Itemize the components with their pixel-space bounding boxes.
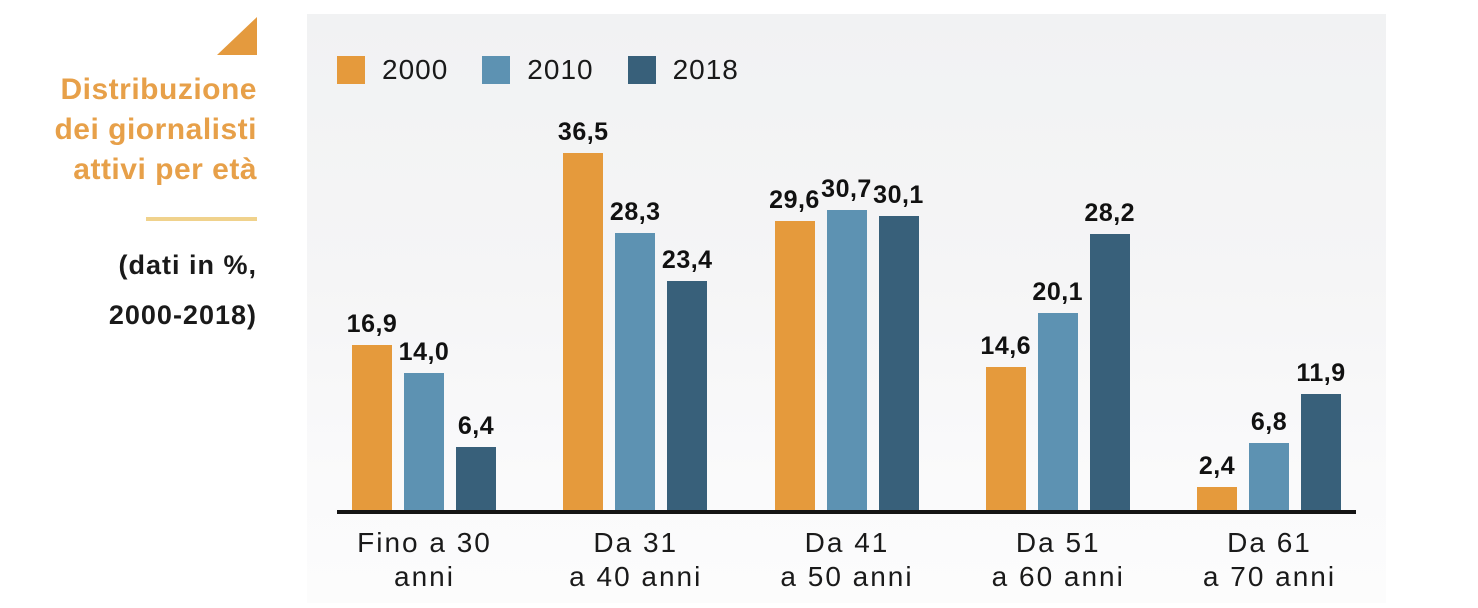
x-axis-label-line: Fino a 30 [357,527,492,558]
x-axis-label: Da 41 a 50 anni [775,526,920,594]
bar-2018: 30,1 [873,181,923,510]
x-axis-label-line: a 70 anni [1202,561,1337,592]
x-axis-label: Fino a 30 anni [352,526,497,594]
bar-2000: 2,4 [1197,452,1237,510]
legend-swatch-icon [627,56,656,84]
sidebar: Distribuzione dei giornalisti attivi per… [0,0,257,608]
bar-2018: 11,9 [1296,359,1345,510]
x-axis-line [337,510,1356,514]
legend: 2000 2010 2018 [337,54,739,86]
bar-value-label: 16,9 [346,310,398,338]
x-axis-label-line: a 40 anni [569,561,703,592]
chart-title-line: attivi per età [73,153,257,186]
bar-2018: 23,4 [662,246,712,510]
bar-groups: 16,9 14,0 6,4 36,5 28,3 23,4 29,6 30,7 30,1 14,6 2… [347,14,1345,510]
chart-subtitle-line: 2000-2018) [108,300,257,330]
bar-value-label: 28,2 [1084,199,1136,227]
bar-group: 14,6 20,1 28,2 [980,199,1135,510]
bar-value-label: 36,5 [557,118,609,146]
bar-2000: 14,6 [980,332,1031,510]
bar-2018: 6,4 [456,412,496,510]
legend-item-2010: 2010 [482,54,593,86]
bar-value-label: 14,6 [980,332,1032,360]
legend-item-2018: 2018 [627,54,739,86]
bar-value-label: 23,4 [661,246,713,274]
bar-value-label: 20,1 [1032,278,1084,306]
x-axis-label-line: a 50 anni [780,561,914,592]
legend-swatch-icon [337,56,365,84]
bar-2010: 30,7 [821,175,871,510]
bar-value-label: 6,4 [457,412,495,440]
bar-2010: 28,3 [610,198,660,510]
x-axis-label: Da 31 a 40 anni [563,526,708,594]
x-axis-label-line: anni [394,561,455,592]
bar-value-label: 29,6 [769,186,820,214]
x-axis-label-line: a 60 anni [991,561,1125,592]
chart-panel: 2000 2010 2018 16,9 14,0 6,4 36,5 28,3 23,4 29,6… [307,14,1386,603]
bar-value-label: 28,3 [609,198,661,226]
x-axis-label-line: Da 51 [1015,527,1101,558]
bar-group: 2,4 6,8 11,9 [1197,359,1345,510]
legend-label: 2010 [527,54,594,85]
x-axis-label-line: Da 31 [593,527,679,558]
chart-subtitle: (dati in %, 2000-2018) [0,240,257,340]
bar-value-label: 14,0 [398,338,450,366]
chart-title-line: dei giornalisti [54,113,257,146]
legend-label: 2000 [382,54,449,85]
x-axis-label: Da 61 a 70 anni [1197,526,1342,594]
bar-value-label: 11,9 [1296,359,1346,387]
bar-group: 16,9 14,0 6,4 [347,310,497,510]
chart-title-line: Distribuzione [60,73,257,106]
x-axis-label: Da 51 a 60 anni [986,526,1131,594]
legend-swatch-icon [482,56,511,84]
bar-2010: 20,1 [1032,278,1083,510]
bar-2018: 28,2 [1084,199,1135,510]
x-axis-label-line: Da 61 [1227,527,1312,558]
legend-item-2000: 2000 [337,54,448,86]
bar-group: 29,6 30,7 30,1 [769,175,923,510]
bar-2000: 29,6 [769,186,819,510]
bar-2000: 36,5 [558,118,608,510]
bar-value-label: 30,7 [821,175,872,203]
chart-subtitle-line: (dati in %, [118,250,257,280]
corner-triangle-icon [217,17,257,55]
x-axis-labels: Fino a 30 anni Da 31 a 40 anni Da 41 a 50 ann… [352,526,1342,594]
bar-value-label: 2,4 [1198,452,1236,480]
title-divider [146,217,257,221]
x-axis-label-line: Da 41 [804,527,890,558]
legend-label: 2018 [672,54,739,85]
chart-title: Distribuzione dei giornalisti attivi per… [0,70,257,190]
bar-2010: 14,0 [399,338,449,510]
bar-2000: 16,9 [347,310,397,510]
bar-2010: 6,8 [1249,408,1289,510]
bar-group: 36,5 28,3 23,4 [558,118,712,510]
bar-value-label: 30,1 [873,181,924,209]
bar-value-label: 6,8 [1250,408,1288,436]
